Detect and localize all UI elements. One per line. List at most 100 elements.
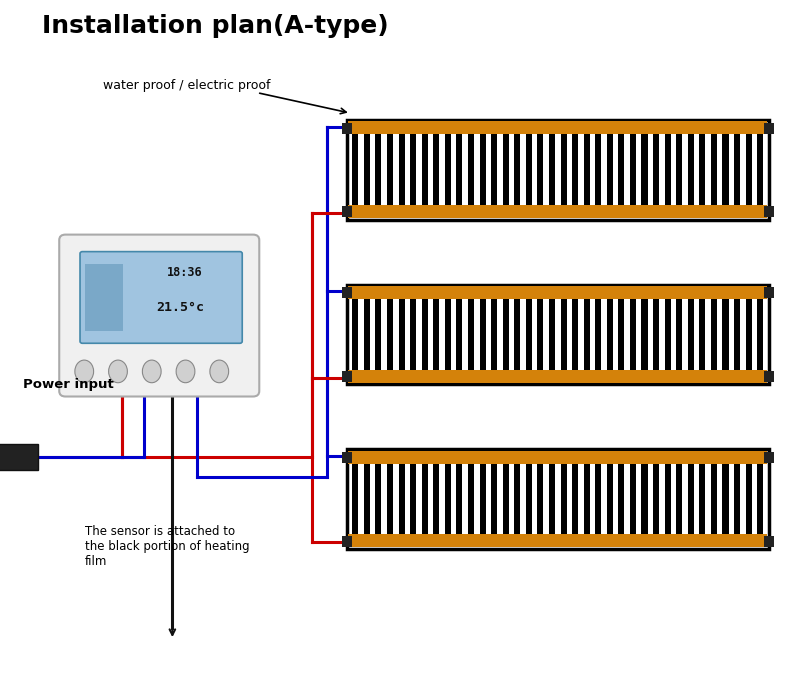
Bar xyxy=(398,287,405,382)
Bar xyxy=(364,287,370,382)
Bar xyxy=(502,451,509,547)
Bar xyxy=(764,287,774,298)
Bar xyxy=(618,122,625,217)
Bar xyxy=(688,122,694,217)
Bar xyxy=(398,122,405,217)
Text: 21.5°c: 21.5°c xyxy=(156,301,204,314)
Bar xyxy=(688,451,694,547)
Bar xyxy=(711,451,717,547)
Bar xyxy=(468,287,474,382)
Bar xyxy=(434,451,439,547)
Bar xyxy=(422,451,428,547)
Bar xyxy=(572,451,578,547)
Bar xyxy=(348,205,767,218)
Bar xyxy=(434,287,439,382)
Bar xyxy=(410,122,416,217)
Bar xyxy=(468,122,474,217)
Ellipse shape xyxy=(210,360,229,383)
Bar xyxy=(346,449,769,549)
Bar xyxy=(502,287,509,382)
Bar xyxy=(734,451,740,547)
Bar xyxy=(699,287,706,382)
Bar xyxy=(676,122,682,217)
Bar xyxy=(606,451,613,547)
Bar xyxy=(502,122,509,217)
Bar xyxy=(387,122,393,217)
Bar xyxy=(630,451,636,547)
Bar xyxy=(764,371,774,382)
Bar xyxy=(352,287,358,382)
Bar xyxy=(514,122,520,217)
Bar xyxy=(722,451,729,547)
Bar xyxy=(699,122,706,217)
Bar xyxy=(549,287,555,382)
Bar xyxy=(595,451,602,547)
Bar xyxy=(526,451,532,547)
Bar xyxy=(630,287,636,382)
Bar xyxy=(549,451,555,547)
Bar xyxy=(584,451,590,547)
Bar xyxy=(352,451,358,547)
Ellipse shape xyxy=(176,360,195,383)
Bar xyxy=(445,122,451,217)
Bar xyxy=(757,287,763,382)
Bar xyxy=(538,287,543,382)
Bar xyxy=(561,451,566,547)
Bar xyxy=(665,287,670,382)
Bar xyxy=(456,287,462,382)
Bar xyxy=(342,536,352,547)
Bar xyxy=(342,452,352,463)
Bar xyxy=(375,451,382,547)
Bar xyxy=(342,206,352,217)
Bar xyxy=(688,287,694,382)
Bar xyxy=(618,451,625,547)
Bar xyxy=(479,122,486,217)
Bar xyxy=(468,451,474,547)
Bar xyxy=(410,287,416,382)
Bar xyxy=(538,122,543,217)
Bar xyxy=(764,123,774,134)
Bar xyxy=(0,444,38,470)
Bar xyxy=(595,122,602,217)
Bar xyxy=(387,287,393,382)
Text: 18:36: 18:36 xyxy=(167,266,202,279)
Bar xyxy=(653,287,659,382)
Bar xyxy=(538,451,543,547)
Bar xyxy=(746,451,752,547)
Bar xyxy=(348,370,767,383)
Bar xyxy=(491,287,497,382)
Bar xyxy=(572,287,578,382)
Bar xyxy=(456,451,462,547)
Bar xyxy=(757,451,763,547)
Bar xyxy=(375,287,382,382)
Bar xyxy=(676,287,682,382)
Bar xyxy=(711,287,717,382)
Bar xyxy=(653,122,659,217)
Bar xyxy=(722,122,729,217)
Bar xyxy=(746,122,752,217)
Ellipse shape xyxy=(142,360,161,383)
Bar xyxy=(764,206,774,217)
Bar xyxy=(642,287,647,382)
Bar xyxy=(445,287,451,382)
Bar xyxy=(711,122,717,217)
Bar xyxy=(526,122,532,217)
Bar xyxy=(86,264,123,331)
Bar xyxy=(348,121,767,134)
Text: Installation plan(A-type): Installation plan(A-type) xyxy=(42,14,389,38)
Bar xyxy=(422,287,428,382)
Bar xyxy=(514,287,520,382)
Bar xyxy=(346,120,769,220)
Bar xyxy=(352,122,358,217)
Bar xyxy=(642,122,647,217)
Bar xyxy=(410,451,416,547)
Text: Power input: Power input xyxy=(22,378,114,390)
Bar xyxy=(699,451,706,547)
Bar xyxy=(746,287,752,382)
Bar xyxy=(561,122,566,217)
Bar xyxy=(665,122,670,217)
Ellipse shape xyxy=(109,360,127,383)
Bar xyxy=(572,122,578,217)
Bar xyxy=(526,287,532,382)
Bar xyxy=(618,287,625,382)
